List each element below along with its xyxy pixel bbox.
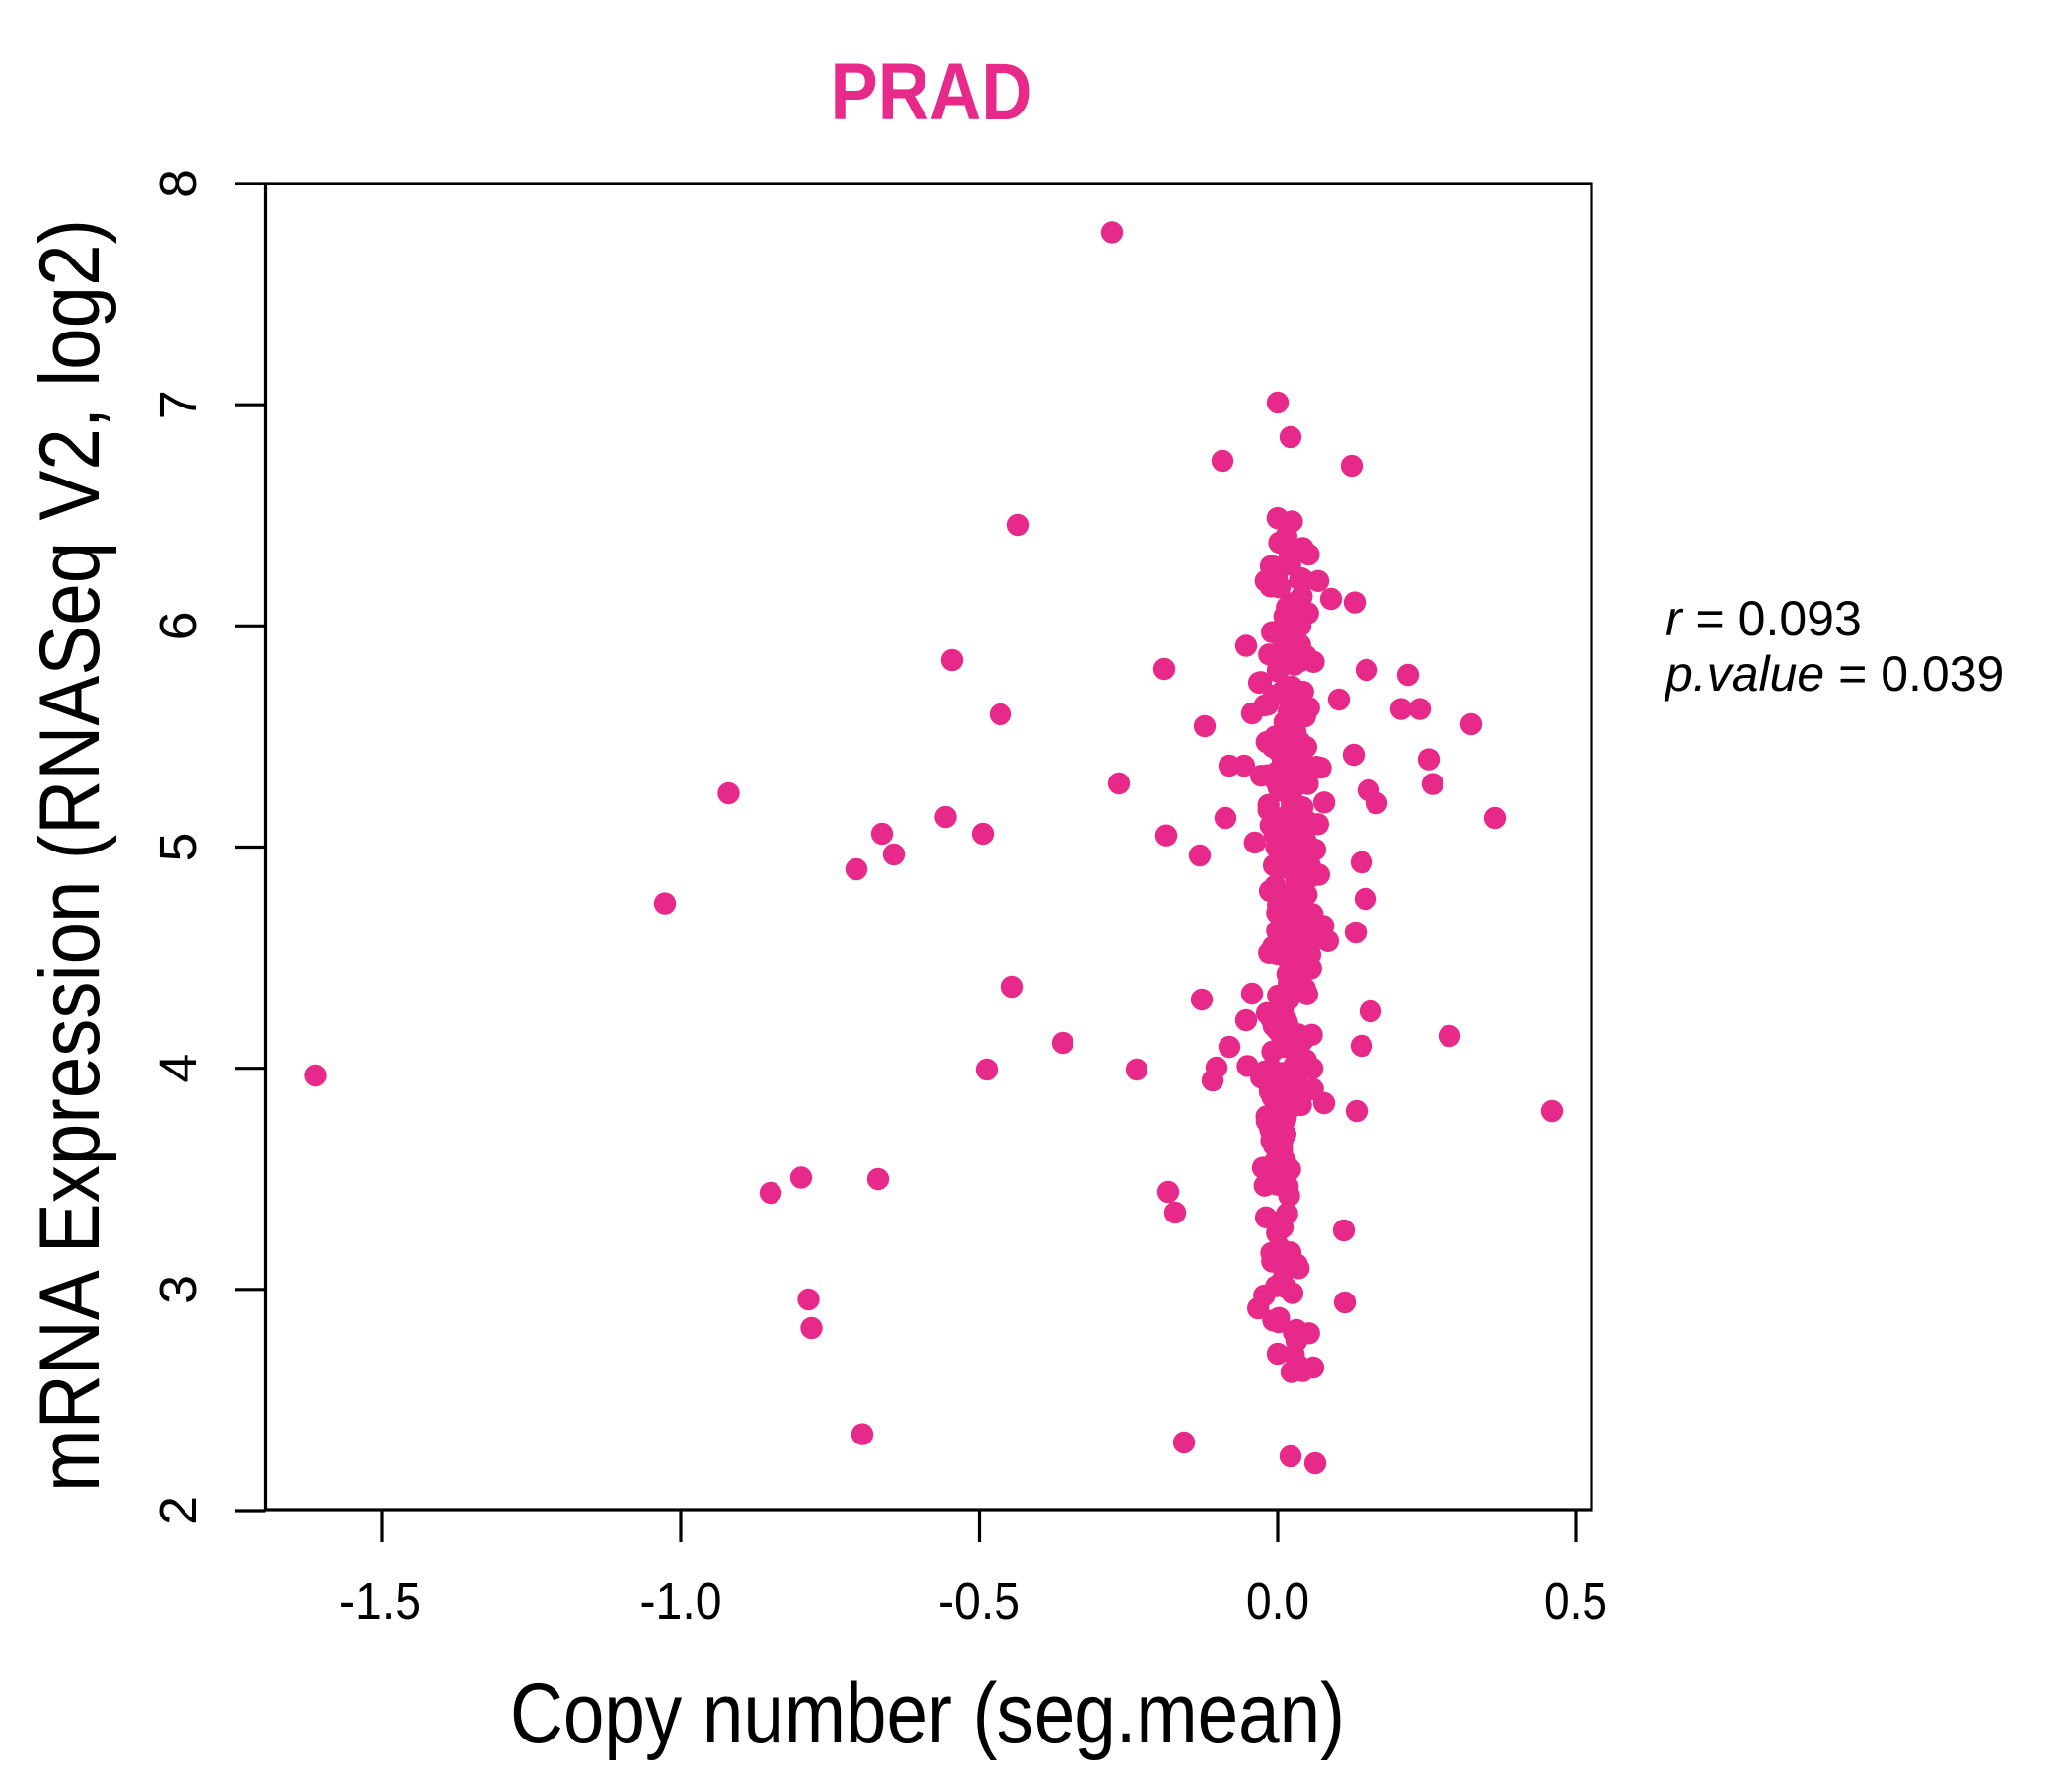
svg-text:7: 7 xyxy=(149,390,208,419)
svg-text:r = 0.093: r = 0.093 xyxy=(1665,591,1862,646)
svg-text:-1.5: -1.5 xyxy=(339,1572,421,1631)
svg-text:mRNA Expression (RNASeq V2, lo: mRNA Expression (RNASeq V2, log2) xyxy=(23,219,117,1492)
svg-text:-1.0: -1.0 xyxy=(640,1572,722,1631)
svg-text:0.5: 0.5 xyxy=(1544,1572,1607,1631)
svg-text:0.0: 0.0 xyxy=(1246,1572,1309,1631)
svg-text:5: 5 xyxy=(149,832,208,861)
svg-text:2: 2 xyxy=(149,1496,208,1525)
svg-text:6: 6 xyxy=(149,611,208,640)
svg-text:4: 4 xyxy=(149,1054,208,1083)
svg-text:8: 8 xyxy=(149,169,208,198)
svg-text:Copy number (seg.mean): Copy number (seg.mean) xyxy=(510,1666,1345,1761)
svg-text:PRAD: PRAD xyxy=(831,47,1033,137)
svg-text:-0.5: -0.5 xyxy=(938,1572,1020,1631)
svg-text:3: 3 xyxy=(149,1275,208,1304)
svg-text:p.value = 0.039: p.value = 0.039 xyxy=(1664,646,2004,702)
